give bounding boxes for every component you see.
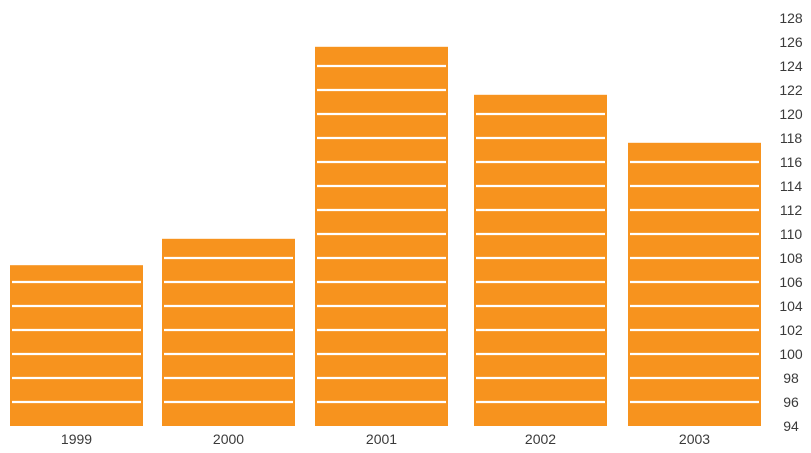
y-axis-labels: 94 96 98 100 102 104 106 108 110 112 114 116 118 120 1… <box>779 10 803 434</box>
y-tick-label-112: 112 <box>780 202 803 218</box>
bar-2001 <box>315 46 448 427</box>
y-tick-label-110: 110 <box>780 226 803 242</box>
x-tick-label-2000: 2000 <box>213 431 244 447</box>
y-tick-label-98: 98 <box>783 370 799 386</box>
y-tick-label-108: 108 <box>779 250 803 266</box>
bars-group <box>10 46 761 427</box>
y-tick-label-94: 94 <box>783 418 799 434</box>
y-tick-label-114: 114 <box>780 178 803 194</box>
y-tick-label-118: 118 <box>780 130 803 146</box>
y-tick-label-122: 122 <box>779 82 803 98</box>
y-tick-label-116: 116 <box>780 154 803 170</box>
y-tick-label-102: 102 <box>779 322 803 338</box>
bar-2000 <box>162 238 295 426</box>
y-tick-label-96: 96 <box>783 394 799 410</box>
x-tick-label-2002: 2002 <box>525 431 556 447</box>
bar-2002 <box>474 94 607 427</box>
y-tick-label-106: 106 <box>779 274 803 290</box>
y-tick-label-104: 104 <box>779 298 803 314</box>
y-tick-label-120: 120 <box>779 106 803 122</box>
y-tick-label-126: 126 <box>779 34 803 50</box>
x-tick-label-1999: 1999 <box>61 431 92 447</box>
y-tick-label-128: 128 <box>779 10 803 26</box>
x-axis-labels: 1999 2000 2001 2002 2003 <box>61 431 710 447</box>
y-tick-label-124: 124 <box>779 58 803 74</box>
x-tick-label-2003: 2003 <box>679 431 710 447</box>
y-tick-label-100: 100 <box>779 346 803 362</box>
x-tick-label-2001: 2001 <box>366 431 397 447</box>
bar-1999 <box>10 265 143 426</box>
